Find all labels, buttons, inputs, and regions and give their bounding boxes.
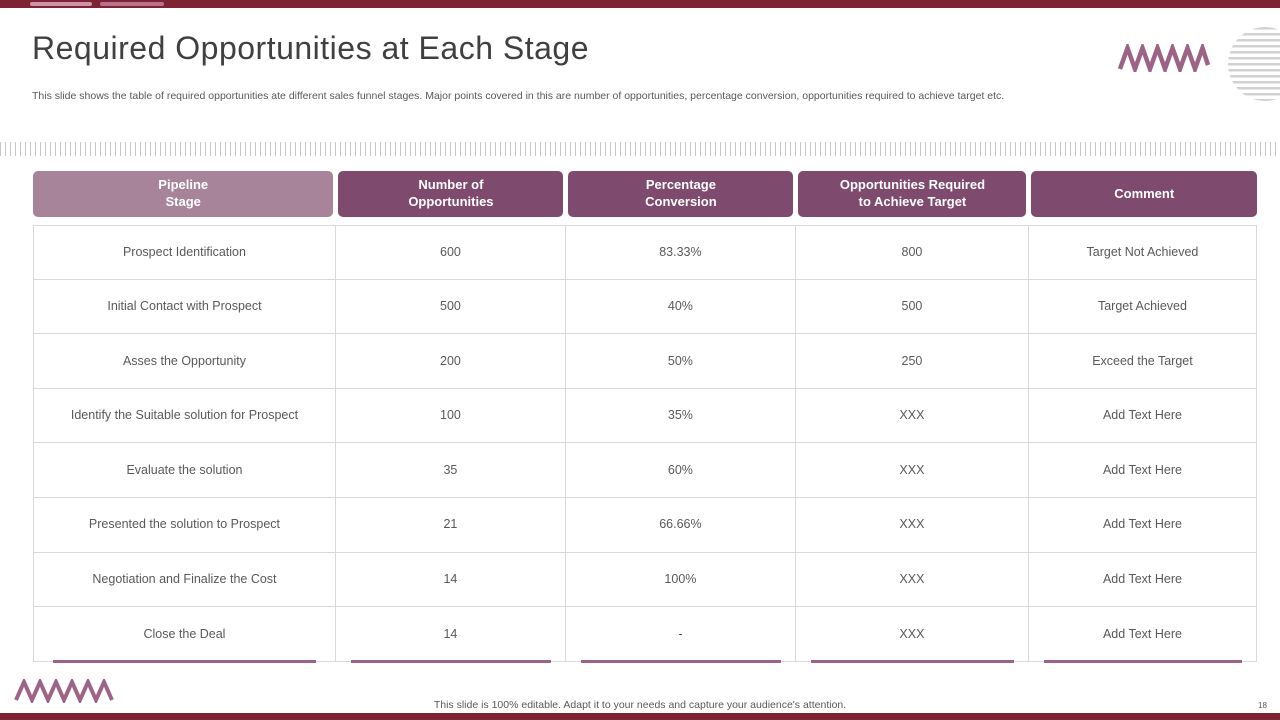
footer-note: This slide is 100% editable. Adapt it to… <box>433 699 847 711</box>
table-row: Negotiation and Finalize the Cost 14 100% X… <box>33 552 1257 608</box>
table-cell: 35% <box>565 388 796 444</box>
zigzag-decoration-icon <box>1118 44 1210 72</box>
column-underline-row <box>33 659 1257 663</box>
table-header-row: Pipeline Stage Number of Opportunities P… <box>33 171 1257 217</box>
table-cell: - <box>565 607 796 662</box>
striped-circle-decoration <box>1228 27 1280 101</box>
table-cell: Identify the Suitable solution for Prosp… <box>33 388 336 444</box>
table-cell: Add Text Here <box>1028 552 1257 608</box>
table-cell: 250 <box>795 334 1029 389</box>
page-number: 18 <box>1258 701 1267 710</box>
column-underline <box>33 659 336 663</box>
table-cell: Exceed the Target <box>1028 334 1257 389</box>
table-cell: Prospect Identification <box>33 225 336 280</box>
header-cell-number-of-opportunities: Number of Opportunities <box>338 171 564 217</box>
bottom-bar <box>0 713 1280 720</box>
zigzag-decoration-icon <box>14 679 114 703</box>
table-cell: Add Text Here <box>1028 388 1257 444</box>
table-cell: Asses the Opportunity <box>33 334 336 389</box>
header-cell-opportunities-required: Opportunities Required to Achieve Target <box>798 171 1027 217</box>
table-cell: 35 <box>335 443 566 498</box>
table-cell: XXX <box>795 443 1029 498</box>
table-row: Prospect Identification 600 83.33% 800 Targe… <box>33 225 1257 280</box>
table-cell: Target Not Achieved <box>1028 225 1257 280</box>
table-cell: Close the Deal <box>33 607 336 662</box>
table-cell: 14 <box>335 607 566 662</box>
table-row: Presented the solution to Prospect 21 66.6… <box>33 497 1257 553</box>
table-body: Prospect Identification 600 83.33% 800 Targe… <box>33 225 1257 662</box>
page-title: Required Opportunities at Each Stage <box>32 30 589 66</box>
table-cell: Evaluate the solution <box>33 443 336 498</box>
opportunities-table: Pipeline Stage Number of Opportunities P… <box>33 171 1257 663</box>
top-bar <box>0 0 1280 8</box>
table-cell: Target Achieved <box>1028 279 1257 335</box>
table-cell: XXX <box>795 497 1029 553</box>
table-cell: 60% <box>565 443 796 498</box>
table-cell: 14 <box>335 552 566 608</box>
table-cell: 600 <box>335 225 566 280</box>
column-underline <box>1029 659 1257 663</box>
table-row: Identify the Suitable solution for Prosp… <box>33 388 1257 444</box>
column-underline <box>566 659 796 663</box>
table-cell: Negotiation and Finalize the Cost <box>33 552 336 608</box>
slide-description: This slide shows the table of required o… <box>32 90 1005 102</box>
table-cell: 83.33% <box>565 225 796 280</box>
table-cell: Initial Contact with Prospect <box>33 279 336 335</box>
table-row: Initial Contact with Prospect 500 40% 500 Ta… <box>33 279 1257 335</box>
column-underline <box>796 659 1029 663</box>
table-cell: 50% <box>565 334 796 389</box>
table-cell: Presented the solution to Prospect <box>33 497 336 553</box>
top-bar-accent-1 <box>30 2 92 6</box>
table-row: Asses the Opportunity 200 50% 250 Exceed the… <box>33 334 1257 389</box>
table-cell: 500 <box>335 279 566 335</box>
table-cell: 100 <box>335 388 566 444</box>
header-cell-percentage-conversion: Percentage Conversion <box>568 171 794 217</box>
table-cell: Add Text Here <box>1028 497 1257 553</box>
header-cell-pipeline-stage: Pipeline Stage <box>33 171 334 217</box>
table-cell: XXX <box>795 607 1029 662</box>
table-row: Evaluate the solution 35 60% XXX Add Text He… <box>33 443 1257 498</box>
table-cell: 66.66% <box>565 497 796 553</box>
column-underline <box>336 659 566 663</box>
table-cell: Add Text Here <box>1028 607 1257 662</box>
table-cell: XXX <box>795 388 1029 444</box>
table-cell: 200 <box>335 334 566 389</box>
table-cell: 100% <box>565 552 796 608</box>
table-cell: 800 <box>795 225 1029 280</box>
table-cell: 21 <box>335 497 566 553</box>
top-bar-accent-2 <box>100 2 164 6</box>
table-cell: 500 <box>795 279 1029 335</box>
table-cell: 40% <box>565 279 796 335</box>
table-row: Close the Deal 14- XXX Add Text Here <box>33 607 1257 662</box>
table-cell: Add Text Here <box>1028 443 1257 498</box>
tick-band-divider <box>0 142 1280 156</box>
header-cell-comment: Comment <box>1031 171 1257 217</box>
table-cell: XXX <box>795 552 1029 608</box>
